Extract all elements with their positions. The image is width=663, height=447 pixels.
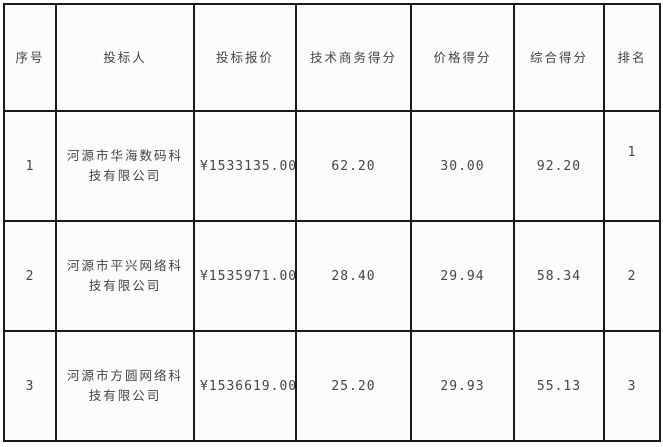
col-header-rank: 排名 — [603, 3, 661, 112]
seq-cell: 3 — [3, 330, 57, 442]
price-score-cell: 30.00 — [410, 110, 515, 222]
bid-evaluation-table: 序号 投标人 投标报价 技术商务得分 价格得分 综合得分 排名 1 河源市华海数… — [3, 3, 661, 442]
seq-cell: 2 — [3, 220, 57, 332]
bid-price-cell: ¥1536619.00 — [193, 330, 297, 442]
bidder-name-cell: 河源市华海数码科技有限公司 — [55, 110, 195, 222]
table-row: 2 河源市平兴网络科技有限公司 ¥1535971.00 28.40 29.94 … — [3, 220, 661, 332]
tech-score-cell: 62.20 — [295, 110, 412, 222]
bid-price-cell: ¥1535971.00 — [193, 220, 297, 332]
col-header-seq: 序号 — [3, 3, 57, 112]
price-score-cell: 29.94 — [410, 220, 515, 332]
total-score-cell: 92.20 — [513, 110, 605, 222]
total-score-cell: 55.13 — [513, 330, 605, 442]
col-header-price-score: 价格得分 — [410, 3, 515, 112]
col-header-bidder: 投标人 — [55, 3, 195, 112]
tech-score-cell: 25.20 — [295, 330, 412, 442]
bidder-name-cell: 河源市平兴网络科技有限公司 — [55, 220, 195, 332]
table-row: 3 河源市方圆网络科技有限公司 ¥1536619.00 25.20 29.93 … — [3, 330, 661, 442]
table-row: 1 河源市华海数码科技有限公司 ¥1533135.00 62.20 30.00 … — [3, 110, 661, 222]
seq-cell: 1 — [3, 110, 57, 222]
col-header-tech-score: 技术商务得分 — [295, 3, 412, 112]
total-score-cell: 58.34 — [513, 220, 605, 332]
bidder-name-cell: 河源市方圆网络科技有限公司 — [55, 330, 195, 442]
rank-cell: 2 — [603, 220, 661, 332]
col-header-price: 投标报价 — [193, 3, 297, 112]
rank-cell: 3 — [603, 330, 661, 442]
rank-cell: 1 — [603, 110, 661, 222]
col-header-total-score: 综合得分 — [513, 3, 605, 112]
price-score-cell: 29.93 — [410, 330, 515, 442]
tech-score-cell: 28.40 — [295, 220, 412, 332]
bid-price-cell: ¥1533135.00 — [193, 110, 297, 222]
table-header-row: 序号 投标人 投标报价 技术商务得分 价格得分 综合得分 排名 — [3, 3, 661, 112]
